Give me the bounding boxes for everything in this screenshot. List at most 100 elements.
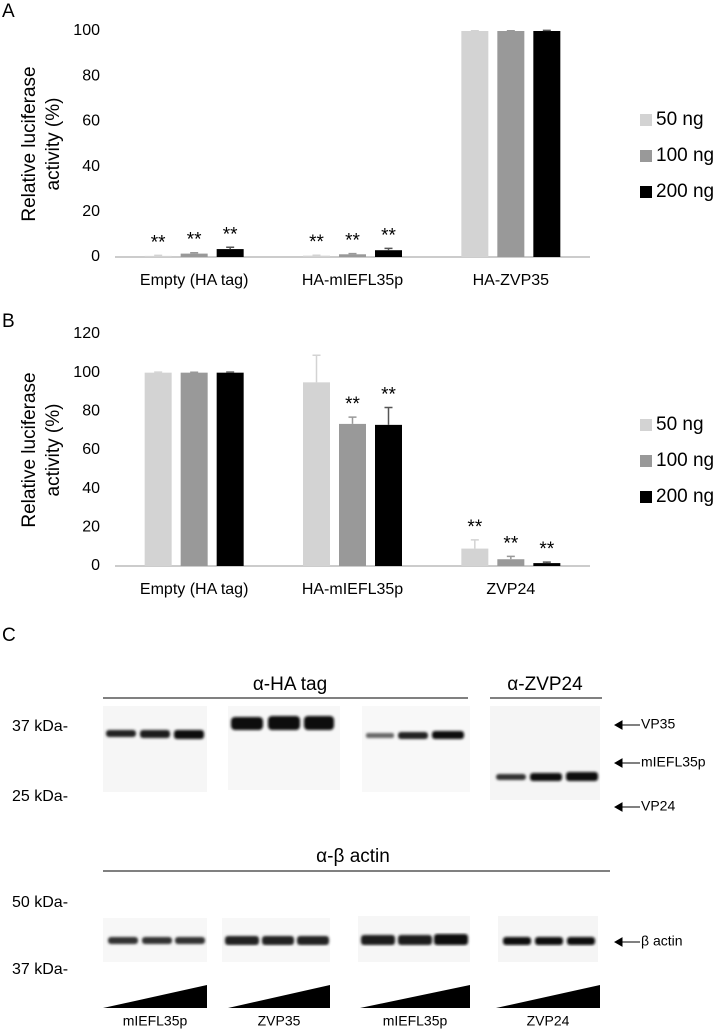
bar	[497, 559, 525, 566]
y-tick-label: 100	[73, 22, 100, 39]
bar	[216, 372, 244, 566]
error-bar	[542, 561, 551, 564]
significance-label: **	[345, 231, 360, 252]
bar	[144, 372, 172, 566]
x-tick-label: ZVP24	[486, 581, 535, 598]
error-bar	[226, 371, 235, 373]
legend-swatch	[640, 491, 652, 503]
error-bar	[226, 246, 235, 250]
blot-top	[103, 706, 600, 800]
legend-label: 100 ng	[656, 450, 714, 471]
marker-label: 25 kDa-	[12, 788, 68, 805]
error-bar	[506, 555, 515, 560]
lane-label: mIEFL35p	[383, 1013, 448, 1029]
bar	[303, 382, 330, 566]
error-bar	[312, 354, 321, 383]
y-axis-label: activity (%)	[43, 98, 64, 191]
x-tick-label: HA-mIEFL35p	[302, 272, 403, 289]
bar	[461, 548, 489, 566]
y-axis-label: activity (%)	[43, 404, 64, 497]
panel-label: B	[2, 311, 15, 332]
error-bar	[348, 252, 357, 255]
band-label: β actin	[641, 933, 683, 949]
y-tick-label: 40	[82, 158, 100, 175]
bar	[144, 255, 172, 257]
bar	[180, 372, 208, 566]
bar	[216, 249, 244, 257]
marker-label: 50 kDa-	[12, 894, 68, 911]
significance-label: **	[503, 533, 518, 554]
significance-label: **	[381, 225, 396, 246]
significance-label: **	[381, 384, 396, 405]
x-tick-label: Empty (HA tag)	[140, 581, 248, 598]
y-tick-label: 60	[82, 441, 100, 458]
legend-label: 100 ng	[656, 145, 714, 166]
band-label: VP24	[641, 798, 675, 814]
significance-label: **	[467, 517, 482, 538]
significance-label: **	[151, 232, 166, 253]
significance-label: **	[309, 232, 324, 253]
bar	[497, 31, 525, 257]
error-bar	[190, 251, 199, 254]
y-tick-label: 80	[82, 67, 100, 84]
significance-label: **	[223, 224, 238, 245]
y-tick-label: 20	[82, 203, 100, 220]
y-axis-label: Relative luciferase	[19, 372, 40, 527]
y-tick-label: 120	[73, 325, 100, 342]
error-bar	[542, 29, 551, 32]
bar	[375, 424, 402, 566]
x-tick-label: HA-mIEFL35p	[302, 581, 403, 598]
significance-label: **	[539, 539, 554, 560]
bar	[533, 31, 561, 257]
error-bar	[470, 539, 479, 549]
bar	[375, 250, 402, 257]
panel-label: C	[2, 625, 16, 646]
arrows	[613, 720, 640, 947]
bar	[180, 253, 208, 257]
y-tick-label: 20	[82, 519, 100, 536]
legend-label: 50 ng	[656, 414, 704, 435]
panel-label: A	[2, 1, 15, 22]
band-label: mIEFL35p	[641, 754, 706, 770]
bar	[533, 563, 561, 566]
marker-label: 37 kDa-	[12, 718, 68, 735]
lane-label: ZVP24	[527, 1013, 570, 1029]
legend-swatch	[640, 455, 652, 467]
significance-label: **	[345, 394, 360, 415]
band-label: VP35	[641, 716, 675, 732]
lane-label: ZVP35	[258, 1013, 301, 1029]
blot-header: α-ZVP24	[507, 674, 583, 695]
error-bar	[384, 247, 393, 251]
blot-header: α-HA tag	[253, 674, 327, 695]
legend-label: 200 ng	[656, 181, 714, 202]
x-tick-label: Empty (HA tag)	[140, 272, 248, 289]
bar	[303, 255, 330, 257]
panel-c: C α-HA tag α-ZVP24 37 kDa- 25 kDa- VP35 …	[2, 625, 706, 1029]
bar	[461, 31, 489, 257]
y-tick-label: 60	[82, 113, 100, 130]
bar	[339, 254, 366, 257]
legend-swatch	[640, 114, 652, 126]
legend-label: 200 ng	[656, 486, 714, 507]
y-axis-label: Relative luciferase	[19, 66, 40, 221]
y-tick-label: 0	[91, 248, 100, 265]
dose-wedges	[103, 985, 600, 1008]
y-tick-label: 80	[82, 403, 100, 420]
legend-swatch	[640, 186, 652, 198]
y-tick-label: 0	[91, 557, 100, 574]
blot-header: α-β actin	[316, 846, 390, 867]
error-bar	[384, 406, 393, 425]
blot-actin	[103, 916, 598, 962]
marker-label: 37 kDa-	[12, 961, 68, 978]
error-bar	[348, 416, 357, 424]
x-tick-label: HA-ZVP35	[473, 272, 550, 289]
error-bar	[154, 371, 163, 373]
legend-swatch	[640, 150, 652, 162]
legend-swatch	[640, 419, 652, 431]
significance-label: **	[187, 230, 202, 251]
y-tick-label: 100	[73, 364, 100, 381]
lane-label: mIEFL35p	[123, 1013, 188, 1029]
bar	[339, 423, 366, 566]
